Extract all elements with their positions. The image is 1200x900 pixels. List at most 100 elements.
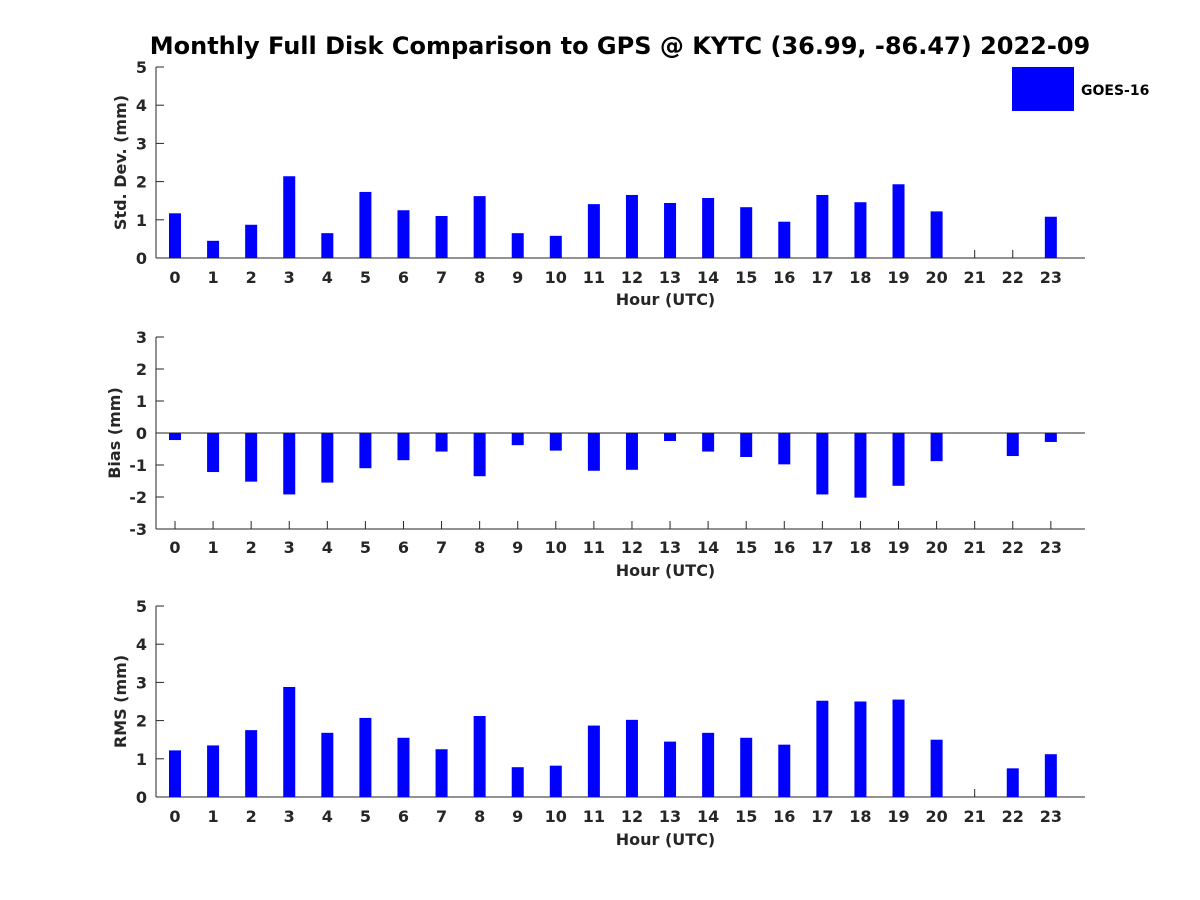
bar-rms-hour-22 — [1006, 768, 1019, 797]
x-tick-label: 0 — [169, 538, 180, 557]
x-tick-label: 19 — [887, 538, 909, 557]
y-tick-label: 3 — [136, 673, 147, 692]
x-tick-label: 10 — [545, 807, 567, 826]
bar-std-dev-hour-9 — [511, 233, 524, 258]
bar-bias-hour-13 — [664, 433, 677, 441]
bar-std-dev-hour-13 — [664, 202, 677, 258]
bar-rms-hour-9 — [511, 767, 524, 797]
x-tick-label: 15 — [735, 538, 757, 557]
x-tick-label: 16 — [773, 807, 795, 826]
x-tick-label: 19 — [887, 807, 909, 826]
x-tick-label: 13 — [659, 807, 681, 826]
bar-bias-hour-0 — [169, 433, 181, 441]
x-tick-label: 12 — [621, 538, 643, 557]
legend: GOES-16 — [1012, 67, 1149, 111]
bar-rms-hour-20 — [930, 739, 943, 797]
x-tick-label: 11 — [583, 538, 605, 557]
bar-rms-hour-10 — [549, 765, 562, 797]
y-tick-label: -2 — [129, 488, 147, 507]
x-tick-label: 22 — [1002, 807, 1024, 826]
x-tick-label: 23 — [1040, 807, 1062, 826]
x-tick-label: 1 — [208, 268, 219, 287]
bar-rms-hour-3 — [283, 686, 296, 797]
y-tick-label: 1 — [136, 750, 147, 769]
bar-rms-hour-15 — [740, 737, 753, 797]
bar-rms-hour-13 — [664, 741, 677, 797]
x-tick-label: 2 — [246, 268, 257, 287]
x-tick-label: 6 — [398, 268, 409, 287]
x-tick-label: 1 — [208, 538, 219, 557]
x-tick-label: 23 — [1040, 268, 1062, 287]
x-tick-label: 12 — [621, 268, 643, 287]
bar-bias-hour-5 — [359, 433, 372, 469]
bar-bias-hour-19 — [892, 433, 905, 486]
x-tick-label: 7 — [436, 268, 447, 287]
x-tick-label: 0 — [169, 268, 180, 287]
bar-bias-hour-6 — [397, 433, 410, 461]
x-tick-label: 3 — [284, 538, 295, 557]
bar-std-dev-hour-8 — [473, 196, 486, 258]
bar-bias-hour-11 — [587, 433, 600, 471]
y-tick-label: 5 — [136, 58, 147, 77]
y-tick-label: 4 — [136, 96, 147, 115]
x-tick-label: 20 — [925, 268, 947, 287]
bar-bias-hour-9 — [511, 433, 524, 446]
bar-std-dev-hour-0 — [169, 213, 181, 258]
bar-std-dev-hour-23 — [1044, 216, 1057, 258]
x-tick-label: 17 — [811, 807, 833, 826]
legend-swatch — [1012, 67, 1074, 111]
x-tick-label: 4 — [322, 538, 333, 557]
bar-std-dev-hour-7 — [435, 215, 448, 258]
x-tick-label: 4 — [322, 807, 333, 826]
y-axis-label: RMS (mm) — [111, 655, 130, 748]
y-tick-label: 1 — [136, 211, 147, 230]
x-tick-label: 10 — [545, 268, 567, 287]
x-tick-label: 20 — [925, 538, 947, 557]
bar-rms-hour-5 — [359, 717, 372, 797]
bar-std-dev-hour-19 — [892, 184, 905, 258]
x-tick-label: 0 — [169, 807, 180, 826]
bar-rms-hour-6 — [397, 737, 410, 797]
bar-rms-hour-4 — [321, 732, 334, 797]
bar-bias-hour-1 — [207, 433, 220, 473]
x-tick-label: 17 — [811, 268, 833, 287]
bar-rms-hour-7 — [435, 749, 448, 797]
x-tick-label: 7 — [436, 538, 447, 557]
y-tick-label: 2 — [136, 173, 147, 192]
y-tick-label: 1 — [136, 392, 147, 411]
bar-rms-hour-0 — [169, 750, 181, 797]
x-tick-label: 11 — [583, 807, 605, 826]
x-tick-label: 2 — [246, 538, 257, 557]
bar-bias-hour-22 — [1006, 433, 1019, 457]
x-axis-label: Hour (UTC) — [616, 561, 716, 580]
x-tick-label: 2 — [246, 807, 257, 826]
y-tick-label: 2 — [136, 712, 147, 731]
bar-std-dev-hour-17 — [816, 194, 829, 258]
x-tick-label: 12 — [621, 807, 643, 826]
bar-bias-hour-23 — [1044, 433, 1057, 442]
y-tick-label: 0 — [136, 249, 147, 268]
y-axis-label: Bias (mm) — [105, 387, 124, 479]
x-tick-label: 21 — [964, 538, 986, 557]
x-tick-label: 8 — [474, 268, 485, 287]
y-axis-label: Std. Dev. (mm) — [111, 95, 130, 230]
bar-bias-hour-7 — [435, 433, 448, 452]
bar-std-dev-hour-12 — [625, 194, 638, 258]
bar-std-dev-hour-10 — [549, 235, 562, 258]
bar-std-dev-hour-15 — [740, 207, 753, 258]
x-axis-label: Hour (UTC) — [616, 830, 716, 849]
bar-bias-hour-4 — [321, 433, 334, 483]
legend-label: GOES-16 — [1081, 83, 1149, 99]
bar-std-dev-hour-14 — [702, 198, 715, 258]
x-tick-label: 16 — [773, 538, 795, 557]
x-tick-label: 13 — [659, 268, 681, 287]
bar-std-dev-hour-5 — [359, 191, 372, 258]
bar-rms-hour-19 — [892, 699, 905, 797]
x-tick-label: 7 — [436, 807, 447, 826]
x-tick-label: 13 — [659, 538, 681, 557]
y-tick-label: 4 — [136, 635, 147, 654]
x-tick-label: 5 — [360, 807, 371, 826]
y-tick-label: 0 — [136, 424, 147, 443]
